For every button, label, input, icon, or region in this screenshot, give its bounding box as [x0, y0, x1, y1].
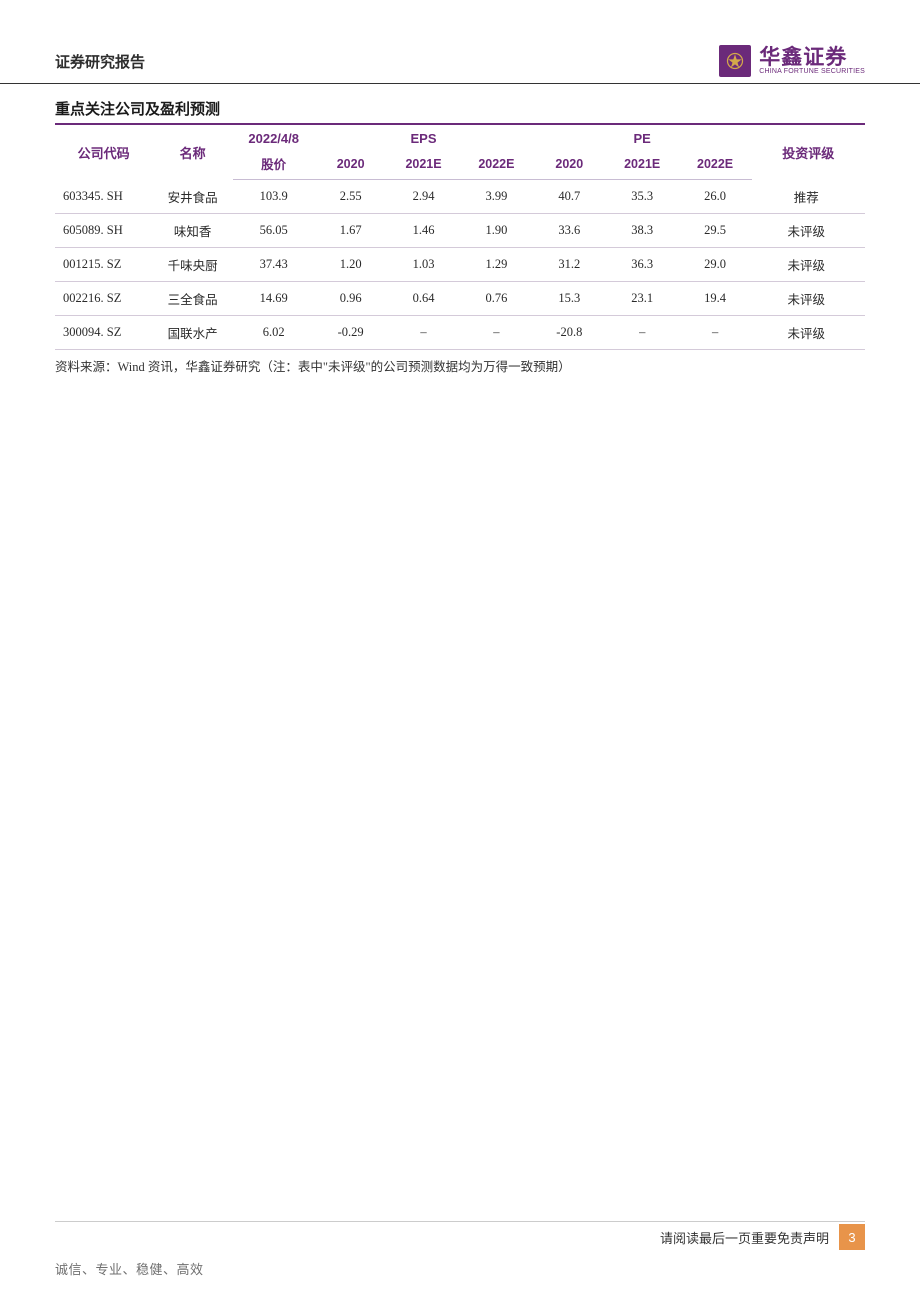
- brand-logo: 华鑫证券 CHINA FORTUNE SECURITIES: [719, 45, 865, 77]
- th-eps-group: EPS: [314, 125, 533, 152]
- cell-eps-2020: 2.55: [314, 180, 387, 214]
- th-pe-2022e: 2022E: [679, 152, 752, 180]
- logo-text: 华鑫证券 CHINA FORTUNE SECURITIES: [759, 47, 865, 75]
- cell-eps-2022e: 3.99: [460, 180, 533, 214]
- table-row: 001215. SZ千味央厨37.431.201.031.2931.236.32…: [55, 247, 865, 281]
- cell-code: 001215. SZ: [55, 247, 152, 281]
- cell-pe-2020: 15.3: [533, 281, 606, 315]
- logo-sub-text: CHINA FORTUNE SECURITIES: [759, 68, 865, 75]
- logo-icon: [719, 45, 751, 77]
- table-row: 605089. SH味知香56.051.671.461.9033.638.329…: [55, 213, 865, 247]
- th-rating: 投资评级: [752, 125, 865, 180]
- th-price: 股价: [233, 152, 314, 180]
- cell-code: 605089. SH: [55, 213, 152, 247]
- cell-eps-2021e: –: [387, 315, 460, 349]
- cell-eps-2022e: 1.90: [460, 213, 533, 247]
- cell-eps-2021e: 2.94: [387, 180, 460, 214]
- th-price-date: 2022/4/8: [233, 125, 314, 152]
- cell-eps-2020: 0.96: [314, 281, 387, 315]
- table-row: 300094. SZ国联水产6.02-0.29––-20.8––未评级: [55, 315, 865, 349]
- cell-rating: 推荐: [752, 180, 865, 214]
- fortune-icon: [725, 51, 745, 71]
- cell-name: 国联水产: [152, 315, 233, 349]
- cell-pe-2022e: –: [679, 315, 752, 349]
- cell-pe-2020: 31.2: [533, 247, 606, 281]
- th-eps-2021e: 2021E: [387, 152, 460, 180]
- table-header: 公司代码 名称 2022/4/8 EPS PE 投资评级 股价 2020 202…: [55, 125, 865, 180]
- cell-pe-2021e: 35.3: [606, 180, 679, 214]
- cell-pe-2020: 33.6: [533, 213, 606, 247]
- cell-code: 002216. SZ: [55, 281, 152, 315]
- cell-eps-2022e: 0.76: [460, 281, 533, 315]
- th-eps-2022e: 2022E: [460, 152, 533, 180]
- cell-pe-2020: 40.7: [533, 180, 606, 214]
- footer-divider: [55, 1221, 865, 1222]
- cell-pe-2022e: 19.4: [679, 281, 752, 315]
- cell-eps-2021e: 1.46: [387, 213, 460, 247]
- cell-pe-2021e: 23.1: [606, 281, 679, 315]
- section-title: 重点关注公司及盈利预测: [55, 98, 865, 125]
- cell-eps-2021e: 1.03: [387, 247, 460, 281]
- cell-pe-2021e: 38.3: [606, 213, 679, 247]
- cell-pe-2022e: 29.5: [679, 213, 752, 247]
- cell-rating: 未评级: [752, 213, 865, 247]
- cell-eps-2020: -0.29: [314, 315, 387, 349]
- cell-price: 6.02: [233, 315, 314, 349]
- footer-motto: 诚信、专业、稳健、高效: [55, 1259, 204, 1278]
- page-footer: 请阅读最后一页重要免责声明 3: [660, 1224, 865, 1250]
- cell-eps-2022e: 1.29: [460, 247, 533, 281]
- th-pe-group: PE: [533, 125, 752, 152]
- cell-pe-2022e: 26.0: [679, 180, 752, 214]
- th-pe-2021e: 2021E: [606, 152, 679, 180]
- cell-eps-2022e: –: [460, 315, 533, 349]
- cell-price: 37.43: [233, 247, 314, 281]
- th-eps-2020: 2020: [314, 152, 387, 180]
- cell-pe-2022e: 29.0: [679, 247, 752, 281]
- cell-price: 103.9: [233, 180, 314, 214]
- table-body: 603345. SH安井食品103.92.552.943.9940.735.32…: [55, 180, 865, 350]
- cell-pe-2021e: 36.3: [606, 247, 679, 281]
- cell-code: 300094. SZ: [55, 315, 152, 349]
- table-row: 002216. SZ三全食品14.690.960.640.7615.323.11…: [55, 281, 865, 315]
- cell-eps-2020: 1.20: [314, 247, 387, 281]
- cell-pe-2020: -20.8: [533, 315, 606, 349]
- cell-rating: 未评级: [752, 281, 865, 315]
- content-area: 重点关注公司及盈利预测 公司代码 名称 2022/4/8 EPS PE 投资评级…: [0, 84, 920, 375]
- cell-pe-2021e: –: [606, 315, 679, 349]
- cell-eps-2020: 1.67: [314, 213, 387, 247]
- cell-eps-2021e: 0.64: [387, 281, 460, 315]
- cell-name: 千味央厨: [152, 247, 233, 281]
- cell-name: 安井食品: [152, 180, 233, 214]
- cell-price: 14.69: [233, 281, 314, 315]
- cell-price: 56.05: [233, 213, 314, 247]
- page-number: 3: [839, 1224, 865, 1250]
- logo-main-text: 华鑫证券: [759, 47, 865, 68]
- footer-disclaimer: 请阅读最后一页重要免责声明: [660, 1228, 829, 1247]
- cell-name: 味知香: [152, 213, 233, 247]
- th-pe-2020: 2020: [533, 152, 606, 180]
- table-row: 603345. SH安井食品103.92.552.943.9940.735.32…: [55, 180, 865, 214]
- th-code: 公司代码: [55, 125, 152, 180]
- page-header: 证券研究报告 华鑫证券 CHINA FORTUNE SECURITIES: [0, 0, 920, 84]
- cell-rating: 未评级: [752, 247, 865, 281]
- th-name: 名称: [152, 125, 233, 180]
- report-type: 证券研究报告: [55, 51, 145, 72]
- table-footnote: 资料来源：Wind 资讯，华鑫证券研究（注：表中"未评级"的公司预测数据均为万得…: [55, 356, 865, 375]
- forecast-table: 公司代码 名称 2022/4/8 EPS PE 投资评级 股价 2020 202…: [55, 125, 865, 350]
- cell-name: 三全食品: [152, 281, 233, 315]
- cell-rating: 未评级: [752, 315, 865, 349]
- cell-code: 603345. SH: [55, 180, 152, 214]
